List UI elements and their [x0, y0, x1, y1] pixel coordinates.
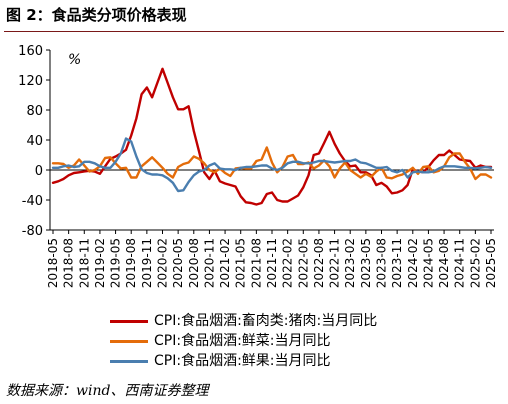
legend: CPI:食品烟酒:畜肉类:猪肉:当月同比 CPI:食品烟酒:鲜菜:当月同比 CPI:…: [110, 311, 377, 371]
y-tick-label: 0: [35, 164, 43, 179]
x-tick-label: 2025-02: [468, 238, 482, 288]
x-tick-label: 2021-08: [249, 238, 263, 288]
x-tick-label: 2019-02: [93, 238, 107, 288]
title-divider: [4, 31, 504, 32]
y-tick-label: 80: [26, 104, 43, 119]
series-line-1: [51, 67, 493, 206]
legend-entry-1: CPI:食品烟酒:畜肉类:猪肉:当月同比: [110, 311, 377, 331]
y-tick-label: 120: [18, 74, 43, 89]
x-tick-label: 2022-08: [312, 238, 326, 288]
x-axis: 2018-05 2018-08 2018-11 2019-02 2019-05 2019-…: [46, 169, 498, 288]
x-tick-label: 2018-05: [46, 238, 60, 288]
legend-entry-3: CPI:食品烟酒:鲜果:当月同比: [110, 351, 377, 371]
x-tick-label: 2020-08: [187, 238, 201, 288]
y-tick-label: 40: [26, 134, 43, 149]
x-tick-label: 2023-08: [375, 238, 389, 288]
x-tick-label: 2021-02: [218, 238, 232, 288]
x-tick-label: 2022-11: [328, 238, 342, 288]
x-tick-label: 2023-02: [343, 238, 357, 288]
x-tick-label: 2025-05: [484, 238, 498, 288]
x-tick-label: 2020-11: [202, 238, 216, 288]
legend-entry-2: CPI:食品烟酒:鲜菜:当月同比: [110, 331, 377, 351]
x-tick-label: 2018-08: [62, 238, 76, 288]
x-tick-label: 2024-02: [406, 238, 420, 288]
y-tick-label: -40: [22, 194, 43, 209]
legend-swatch: [110, 339, 148, 343]
x-tick-label: 2024-05: [421, 238, 435, 288]
x-tick-label: 2022-02: [281, 238, 295, 288]
y-axis: -80 -40 0 40 80 120 160: [18, 44, 51, 239]
legend-label: CPI:食品烟酒:鲜果:当月同比: [154, 353, 331, 369]
x-tick-label: 2022-05: [296, 238, 310, 288]
legend-label: CPI:食品烟酒:畜肉类:猪肉:当月同比: [154, 313, 378, 329]
x-tick-label: 2019-08: [124, 238, 138, 288]
y-tick-label: -80: [22, 224, 43, 239]
series-line-2: [51, 146, 493, 181]
x-tick-label: 2024-08: [437, 238, 451, 288]
x-tick-label: 2021-11: [265, 238, 279, 288]
figure-title: 图 2：食品类分项价格表现: [6, 6, 187, 24]
legend-swatch: [110, 359, 148, 363]
x-tick-label: 2023-05: [359, 238, 373, 288]
source-note: 数据来源：wind、西南证券整理: [6, 383, 209, 399]
series-line-3: [51, 137, 493, 193]
x-tick-label: 2020-02: [156, 238, 170, 288]
series-layer: [51, 67, 493, 206]
legend-label: CPI:食品烟酒:鲜菜:当月同比: [154, 333, 331, 349]
x-tick-label: 2020-05: [171, 238, 185, 288]
x-tick-label: 2019-05: [109, 238, 123, 288]
x-tick-label: 2018-11: [77, 238, 91, 288]
legend-swatch: [110, 319, 148, 323]
y-tick-label: 160: [18, 44, 43, 59]
x-tick-label: 2023-11: [390, 238, 404, 288]
x-tick-label: 2024-11: [453, 238, 467, 288]
y-unit-label: %: [68, 52, 81, 68]
x-tick-label: 2021-05: [234, 238, 248, 288]
x-tick-label: 2019-11: [140, 238, 154, 288]
